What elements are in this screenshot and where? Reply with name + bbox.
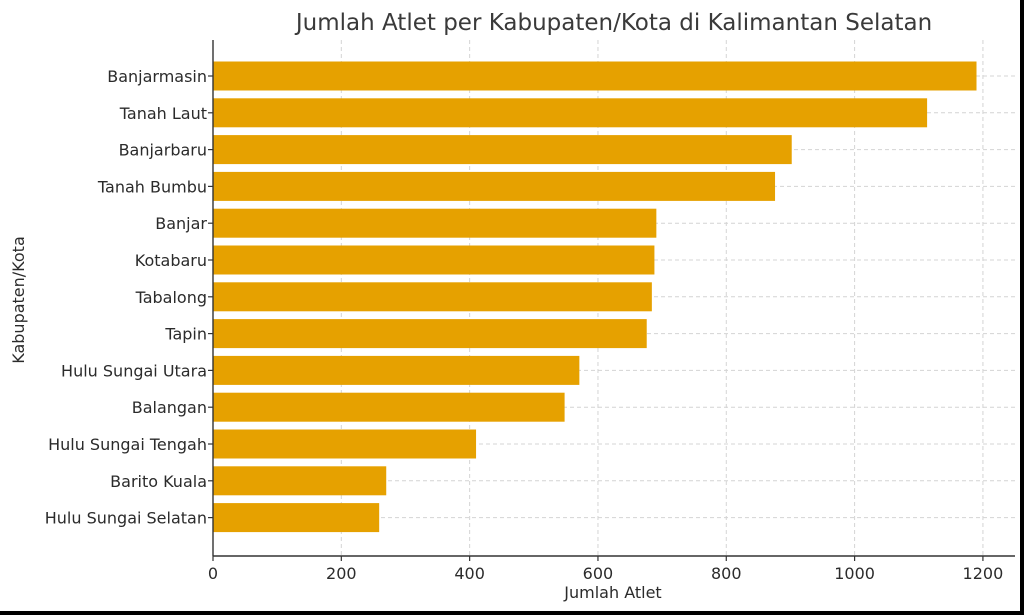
x-tick-label: 200 [326, 564, 357, 583]
bars [213, 61, 977, 533]
bar [213, 208, 657, 238]
x-tick-label: 800 [711, 564, 742, 583]
bar [213, 282, 652, 312]
category-labels: Banjarmasin Tanah Laut Banjarbaru Tanah Bum… [45, 67, 213, 528]
category-label: Tabalong [135, 288, 207, 307]
category-label: Tapin [164, 325, 207, 344]
category-label: Banjarbaru [119, 141, 207, 160]
bar [213, 429, 477, 459]
category-label: Hulu Sungai Tengah [48, 435, 207, 454]
x-tick-label: 400 [454, 564, 485, 583]
bar [213, 135, 792, 165]
x-tick-label: 600 [583, 564, 614, 583]
bar [213, 98, 928, 128]
bar [213, 171, 776, 201]
category-label: Banjar [155, 214, 207, 233]
bar [213, 245, 655, 275]
category-label: Balangan [132, 398, 207, 417]
category-label: Hulu Sungai Selatan [45, 509, 207, 528]
category-label: Kotabaru [135, 251, 207, 270]
category-label: Hulu Sungai Utara [61, 361, 207, 380]
x-tick-label: 1000 [834, 564, 875, 583]
bar [213, 319, 647, 349]
category-label: Banjarmasin [107, 67, 207, 86]
x-tick-label: 1200 [963, 564, 1004, 583]
bar [213, 61, 977, 91]
x-tick-label: 0 [208, 564, 218, 583]
x-tick-labels: 0 200 400 600 800 1000 1200 [208, 556, 1003, 583]
category-label: Tanah Bumbu [97, 177, 207, 196]
category-label: Tanah Laut [119, 104, 207, 123]
bar [213, 355, 580, 385]
bar [213, 466, 387, 496]
bar [213, 392, 565, 422]
category-label: Barito Kuala [110, 472, 207, 491]
x-axis-label: Jumlah Atlet [563, 583, 661, 602]
bar [213, 503, 380, 533]
chart-title: Jumlah Atlet per Kabupaten/Kota di Kalim… [294, 10, 932, 36]
y-axis-label: Kabupaten/Kota [9, 236, 28, 363]
